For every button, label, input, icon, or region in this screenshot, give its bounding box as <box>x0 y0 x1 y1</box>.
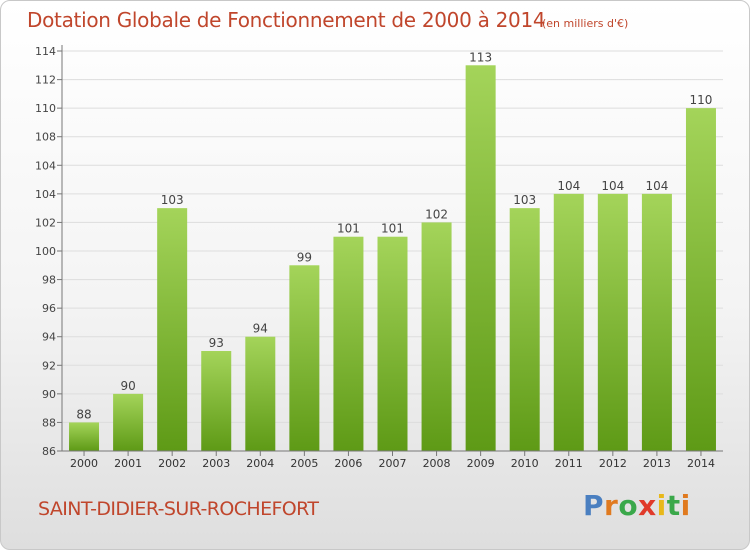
x-tick-label-2000: 2000 <box>70 457 98 470</box>
y-tick-label: 88 <box>42 416 56 429</box>
logo-letter: r <box>604 489 619 522</box>
y-tick-label: 112 <box>35 74 56 87</box>
value-label-2003: 93 <box>209 336 224 350</box>
x-tick-label-2011: 2011 <box>555 457 583 470</box>
y-tick-label: 86 <box>42 445 56 458</box>
bar-2012 <box>597 193 628 451</box>
proxiti-logo: Proxiti <box>583 489 691 522</box>
unit-label: (en milliers d'€) <box>542 17 629 30</box>
y-tick-label: 90 <box>42 388 56 401</box>
value-label-2011: 104 <box>557 179 580 193</box>
value-label-2009: 113 <box>469 50 492 64</box>
bar-2006 <box>333 236 364 451</box>
bar-2002 <box>157 208 188 451</box>
y-tick-label: 110 <box>35 102 56 115</box>
bar-2000 <box>69 422 100 451</box>
value-label-2010: 103 <box>513 193 536 207</box>
y-tick-label: 108 <box>35 131 56 144</box>
value-label-2014: 110 <box>690 93 713 107</box>
bar-2011 <box>553 193 584 451</box>
x-tick-label-2009: 2009 <box>467 457 495 470</box>
y-axis: 86 88 90 92 94 96 98 100 102 104 104 108 110 112 114 <box>35 45 63 458</box>
bar-2005 <box>289 265 320 451</box>
x-tick-label-2002: 2002 <box>158 457 186 470</box>
value-label-2002: 103 <box>161 193 184 207</box>
x-tick-label-2010: 2010 <box>511 457 539 470</box>
logo-letter: P <box>583 489 605 522</box>
value-label-2008: 102 <box>425 207 448 221</box>
value-labels: 88 90 103 93 94 99 101 101 102 113 103 104 104 104 110 <box>76 50 712 421</box>
bar-2003 <box>201 351 232 451</box>
logo-letter: i <box>656 489 667 522</box>
value-label-2013: 104 <box>645 179 668 193</box>
bar-2004 <box>245 336 276 451</box>
bar-2007 <box>377 236 408 451</box>
commune-name: SAINT-DIDIER-SUR-ROCHEFORT <box>38 498 319 520</box>
logo-letter: i <box>680 489 691 522</box>
value-label-2006: 101 <box>337 222 360 236</box>
bar-2013 <box>641 193 672 451</box>
value-label-2005: 99 <box>297 250 312 264</box>
y-tick-label: 94 <box>42 331 56 344</box>
x-tick-label-2005: 2005 <box>290 457 318 470</box>
logo-letter: t <box>666 489 681 522</box>
bar-2010 <box>509 208 540 451</box>
y-tick-label: 102 <box>35 216 56 229</box>
x-tick-label-2004: 2004 <box>246 457 274 470</box>
value-label-2007: 101 <box>381 222 404 236</box>
value-label-2001: 90 <box>120 379 135 393</box>
bar-2008 <box>421 222 452 451</box>
bar-2009 <box>465 65 496 452</box>
x-tick-label-2006: 2006 <box>334 457 362 470</box>
value-label-2000: 88 <box>76 407 91 421</box>
x-tick-label-2013: 2013 <box>643 457 671 470</box>
x-tick-label-2007: 2007 <box>379 457 407 470</box>
y-tick-label: 100 <box>35 245 56 258</box>
y-tick-label: 92 <box>42 359 56 372</box>
bar-2014 <box>685 108 716 452</box>
y-tick-label: 104 <box>35 159 56 172</box>
bar-2001 <box>113 393 144 451</box>
x-tick-label-2008: 2008 <box>423 457 451 470</box>
y-tick-label: 98 <box>42 274 56 287</box>
x-tick-label-2012: 2012 <box>599 457 627 470</box>
value-label-2004: 94 <box>253 322 268 336</box>
logo-letter: o <box>618 489 639 522</box>
x-tick-label-2003: 2003 <box>202 457 230 470</box>
y-tick-label: 96 <box>42 302 56 315</box>
x-axis: 2000 2001 2002 2003 2004 2005 2006 2007 2008 2009… <box>62 450 723 470</box>
logo-letter: x <box>638 489 657 522</box>
y-tick-label: 104 <box>35 188 56 201</box>
chart-title: Dotation Globale de Fonctionnement de 20… <box>27 8 546 32</box>
value-label-2012: 104 <box>601 179 624 193</box>
x-tick-label-2001: 2001 <box>114 457 142 470</box>
y-tick-label: 114 <box>35 45 56 58</box>
x-tick-label-2014: 2014 <box>687 457 715 470</box>
bars <box>69 65 716 452</box>
